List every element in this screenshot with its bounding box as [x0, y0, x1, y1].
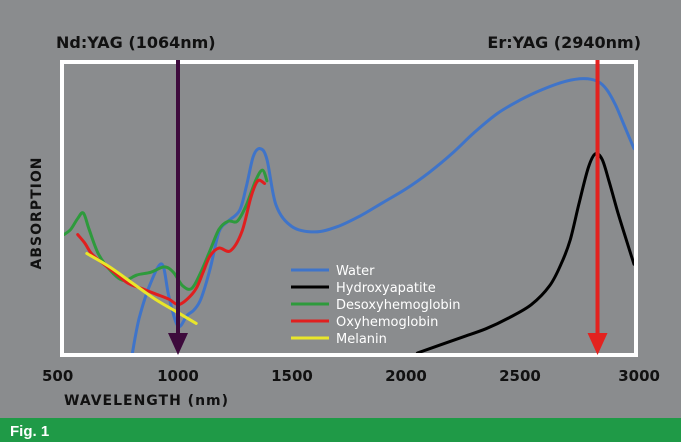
- legend-label-melanin: Melanin: [336, 332, 387, 347]
- x-tick-label-500: 500: [42, 367, 73, 385]
- x-tick-label-2500: 2500: [499, 367, 541, 385]
- series-line-oxyhemoglobin: [76, 178, 267, 307]
- laser-layer: Nd:YAG (1064nm) Er:YAG (2940nm): [56, 33, 641, 355]
- series-line-hydroxyapatite: [415, 152, 634, 353]
- x-tick-label-3000: 3000: [618, 367, 660, 385]
- legend-label-oxyhemoglobin: Oxyhemoglobin: [336, 315, 438, 330]
- x-tick-label-1000: 1000: [157, 367, 199, 385]
- y-axis-label: ABSORPTION: [29, 157, 45, 270]
- x-tick-label-2000: 2000: [385, 367, 427, 385]
- legend-label-hydroxyapatite: Hydroxyapatite: [336, 281, 436, 296]
- laser-label-nd-yag: Nd:YAG (1064nm): [56, 33, 216, 52]
- figure-badge: [0, 418, 681, 442]
- figure-label: Fig. 1: [10, 423, 49, 440]
- series-line-desoxyhemoglobin: [64, 168, 269, 291]
- x-tick-label-1500: 1500: [271, 367, 313, 385]
- series-line-water: [130, 77, 634, 353]
- legend: Water Hydroxyapatite Desoxyhemoglobin Oxyhe…: [291, 264, 461, 347]
- laser-arrowhead-er-yag-2940nm: [587, 333, 608, 355]
- legend-label-desoxyhemoglobin: Desoxyhemoglobin: [336, 298, 461, 313]
- laser-label-er-yag: Er:YAG (2940nm): [487, 33, 641, 52]
- x-axis-label: WAVELENGTH (nm): [64, 393, 229, 409]
- x-axis-ticks: 500 1000 1500 2000 2500 3000: [42, 367, 660, 385]
- plot-frame: [60, 60, 638, 357]
- laser-arrowhead-nd-yag-1064nm: [168, 333, 188, 355]
- legend-label-water: Water: [336, 264, 375, 279]
